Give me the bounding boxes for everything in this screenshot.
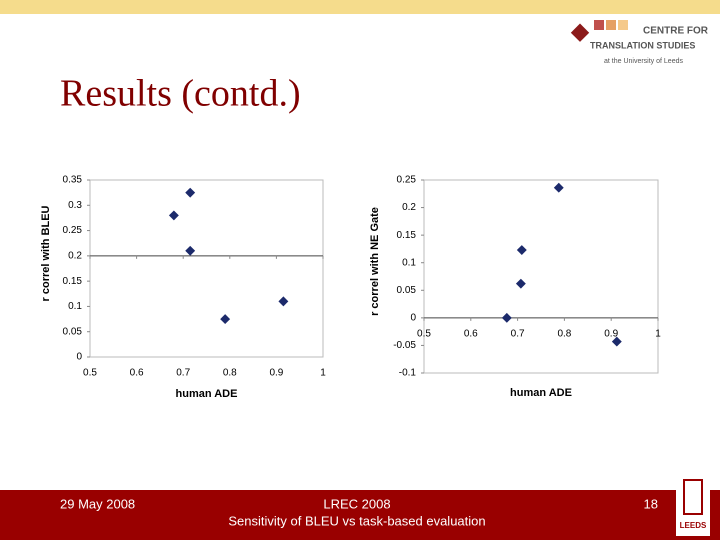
university-logo-tower	[683, 479, 703, 515]
footer-date: 29 May 2008	[60, 496, 135, 511]
x-tick-label: 0.7	[176, 368, 190, 379]
y-tick-label: 0.1	[402, 257, 416, 268]
logo-text: TRANSLATION STUDIES	[590, 40, 695, 50]
y-tick-label: 0.1	[68, 301, 82, 312]
x-tick-label: 0.8	[557, 328, 571, 339]
university-name: LEEDS	[680, 521, 707, 530]
y-axis-label: r correl with NE Gate	[369, 207, 381, 316]
footer-bar	[0, 490, 720, 540]
footer-event: LREC 2008	[323, 496, 390, 511]
logo-text: at the University of Leeds	[604, 58, 683, 65]
y-axis-label: r correl with BLEU	[40, 205, 52, 301]
scatter-point	[501, 312, 512, 323]
y-tick-label: 0.05	[397, 285, 417, 296]
y-tick-label: -0.1	[399, 368, 417, 379]
scatter-point	[515, 278, 526, 289]
x-tick-label: 0.6	[130, 368, 144, 379]
scatter-point	[278, 296, 289, 307]
x-tick-label: 1	[320, 368, 326, 379]
y-tick-label: 0.3	[68, 200, 82, 211]
y-tick-label: 0	[410, 312, 416, 323]
x-tick-label: 0.9	[604, 328, 618, 339]
y-tick-label: 0.15	[397, 230, 417, 241]
logo-shape	[594, 20, 604, 30]
scatter-point	[553, 182, 564, 193]
y-tick-label: 0.25	[397, 175, 417, 186]
y-tick-label: 0.05	[63, 326, 83, 337]
logo: CENTRE FOR TRANSLATION STUDIES at the Un…	[570, 20, 709, 65]
scatter-point	[185, 187, 196, 198]
page-number: 18	[644, 496, 658, 511]
y-tick-label: -0.05	[393, 340, 416, 351]
x-tick-label: 0.5	[83, 368, 97, 379]
x-axis-label: human ADE	[176, 388, 238, 400]
y-tick-label: 0.15	[63, 276, 83, 287]
plot-area	[89, 179, 324, 358]
x-tick-label: 0.8	[223, 368, 237, 379]
x-tick-label: 0.6	[464, 328, 478, 339]
scatter-point	[611, 336, 622, 347]
footer-subtitle: Sensitivity of BLEU vs task-based evalua…	[228, 513, 485, 528]
x-tick-label: 0.9	[269, 368, 283, 379]
university-logo	[676, 474, 710, 536]
scatter-point	[220, 314, 231, 325]
logo-shape	[570, 23, 590, 42]
plot-area	[423, 179, 659, 374]
logo-shape	[606, 20, 616, 30]
y-tick-label: 0.35	[63, 175, 83, 186]
scatter-point	[516, 245, 527, 255]
logo-text: CENTRE FOR	[643, 26, 709, 37]
scatter-point	[168, 210, 179, 221]
x-axis-label: human ADE	[510, 387, 572, 399]
y-tick-label: 0.2	[68, 250, 82, 261]
scatter-point	[185, 245, 196, 256]
y-tick-label: 0.2	[402, 202, 416, 213]
x-tick-label: 0.5	[417, 328, 431, 339]
x-tick-label: 1	[655, 328, 661, 339]
logo-shape	[618, 20, 628, 30]
slide-title: Results (contd.)	[60, 73, 301, 115]
y-tick-label: 0	[76, 352, 82, 363]
top-bar	[0, 0, 720, 14]
y-tick-label: 0.25	[63, 225, 83, 236]
x-tick-label: 0.7	[511, 328, 525, 339]
